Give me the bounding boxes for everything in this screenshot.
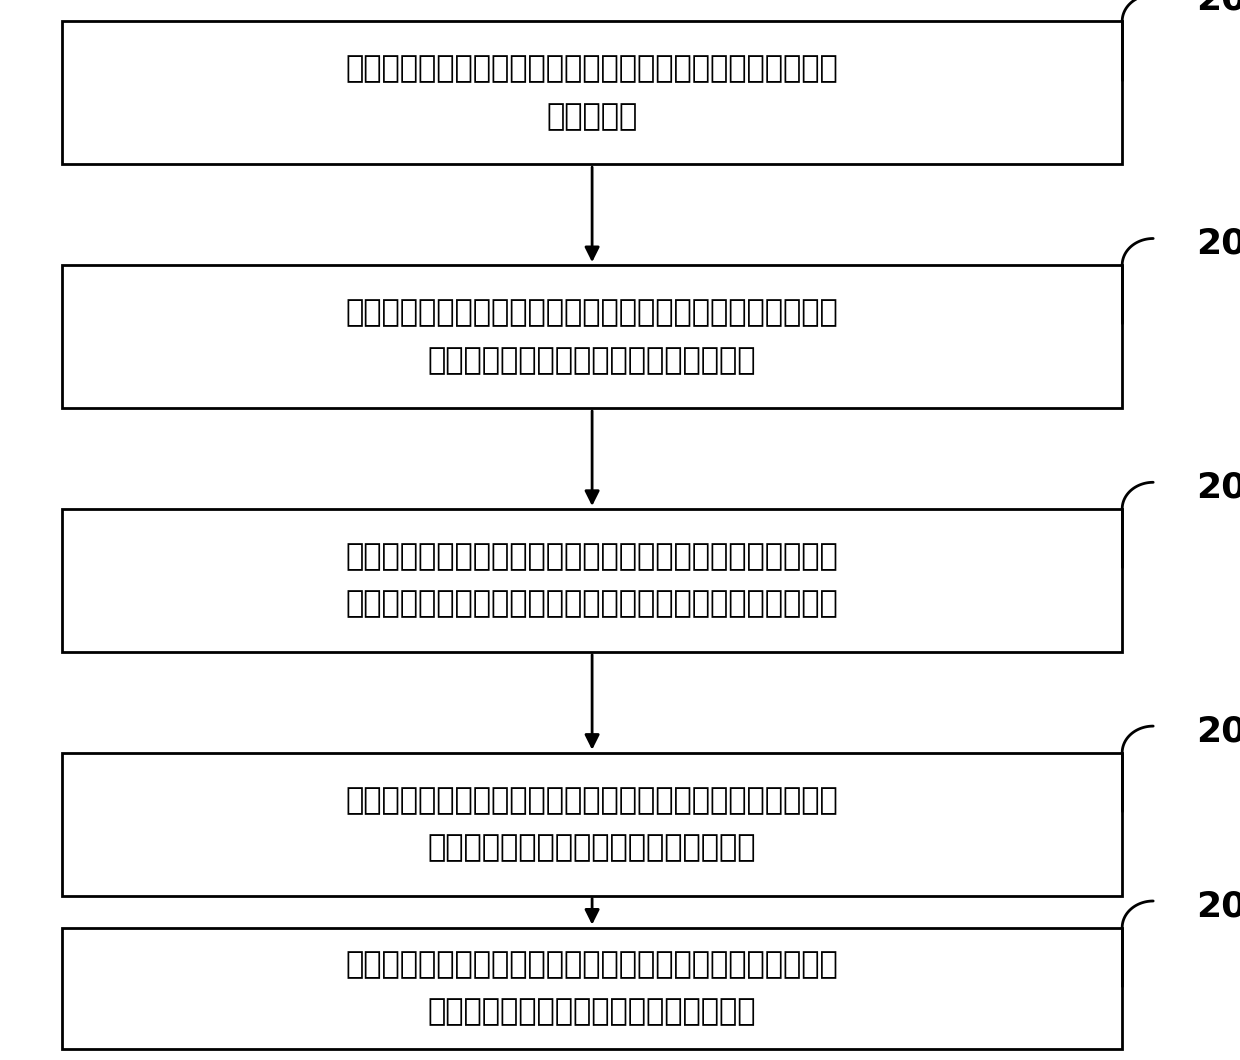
Bar — [62, 509, 1122, 652]
Text: 202: 202 — [1197, 227, 1240, 261]
Bar — [62, 265, 1122, 408]
Bar — [62, 21, 1122, 164]
Bar — [62, 753, 1122, 896]
Text: 根据各个电气元件对应的第一比较结果与第二比较结果，判断
冷却系统是否存在故障，并获得故障原因: 根据各个电气元件对应的第一比较结果与第二比较结果，判断 冷却系统是否存在故障，并… — [346, 950, 838, 1027]
Text: 比较每个电气元件的单位时间升温值与该电气元件的最大升温
值，获得该电气元件对应的第二比较结果: 比较每个电气元件的单位时间升温值与该电气元件的最大升温 值，获得该电气元件对应的… — [346, 785, 838, 863]
Text: 201: 201 — [1197, 0, 1240, 17]
Text: 203: 203 — [1197, 471, 1240, 505]
Text: 205: 205 — [1197, 889, 1240, 923]
Text: 204: 204 — [1197, 714, 1240, 748]
Text: 获得每个电气元件的单位时间升温值，单位时间升温值为该电
气元件的当前时刻温度值与该电气元件的上一时刻温度值之差: 获得每个电气元件的单位时间升温值，单位时间升温值为该电 气元件的当前时刻温度值与… — [346, 542, 838, 619]
Text: 接收冷却系统回路上各个电气元件中温度传感器采集到的当前
时刻温度值: 接收冷却系统回路上各个电气元件中温度传感器采集到的当前 时刻温度值 — [346, 54, 838, 131]
Text: 比较每个电气元件的当前时刻温度值与该电气元件的最高温度
值，获得该电气元件对应的第一比较结果: 比较每个电气元件的当前时刻温度值与该电气元件的最高温度 值，获得该电气元件对应的… — [346, 298, 838, 375]
Bar — [62, 928, 1122, 1049]
